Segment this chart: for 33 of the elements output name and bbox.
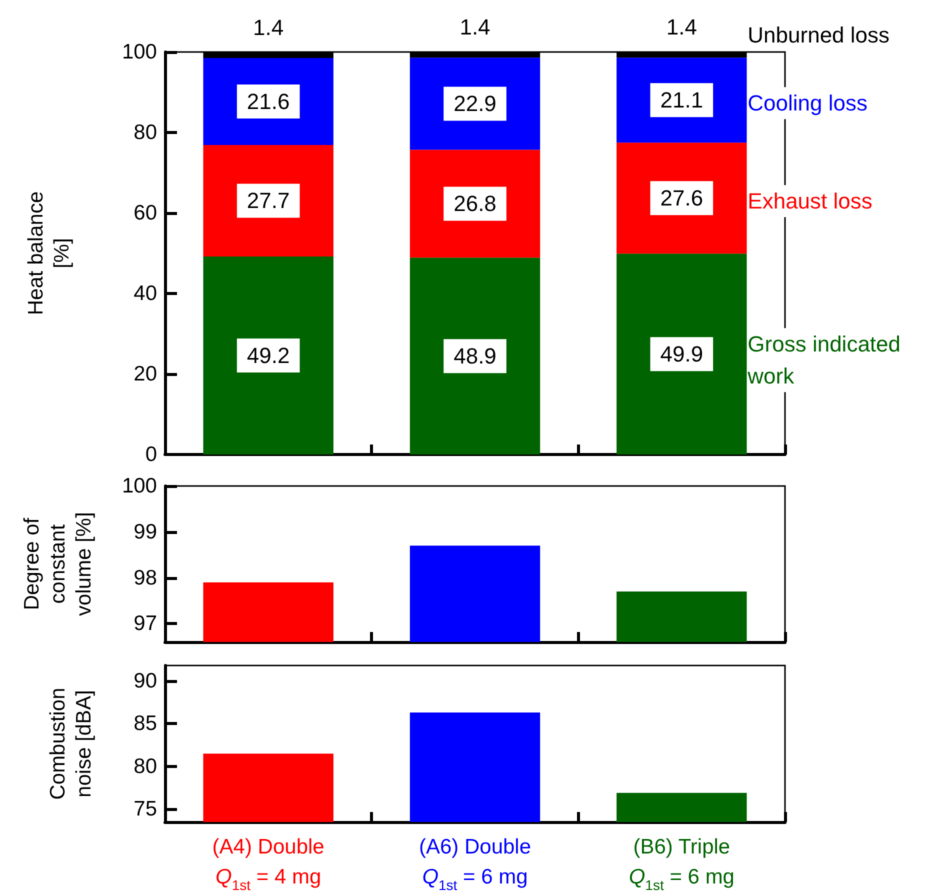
series-label: Exhaust loss [748,188,872,214]
data-label: 27.6 [660,186,704,211]
data-label: 48.9 [454,344,496,369]
data-label: 1.4 [460,14,490,40]
data-label: 49.9 [660,342,704,367]
data-label: 22.9 [454,91,496,116]
y-tick-label: 99 [134,520,157,544]
y-axis-title: Heat balance [%] [24,191,74,316]
y-tick-label: 60 [134,202,157,224]
y-tick-label: 100 [122,474,157,498]
y-tick-label: 90 [134,669,157,692]
y-tick-label: 40 [134,282,157,305]
y-tick-label: 85 [134,712,157,736]
y-tick-label: 80 [134,121,157,144]
y-tick-label: 20 [134,362,157,386]
y-tick-label: 0 [145,443,157,466]
data-label: 21.1 [660,88,704,113]
y-axis-title: Degree of constant volume [%] [20,512,96,616]
series-label: Cooling loss [748,90,868,116]
y-tick-label: 97 [134,612,157,636]
y-axis-title: Combustion noise [dBA] [46,688,96,800]
data-label: 21.6 [246,89,290,114]
y-tick-label: 80 [134,754,157,778]
y-tick-label: 98 [134,566,157,590]
data-label: 1.4 [253,14,284,40]
data-label: 1.4 [666,14,697,40]
data-label: 49.2 [246,342,290,368]
data-label: 26.8 [454,191,496,216]
data-label: 27.7 [246,188,290,214]
series-label: Unburned loss [748,22,890,48]
y-tick-label: 100 [122,40,157,64]
y-tick-label: 75 [134,798,157,821]
series-label: Gross indicated work [746,332,907,389]
